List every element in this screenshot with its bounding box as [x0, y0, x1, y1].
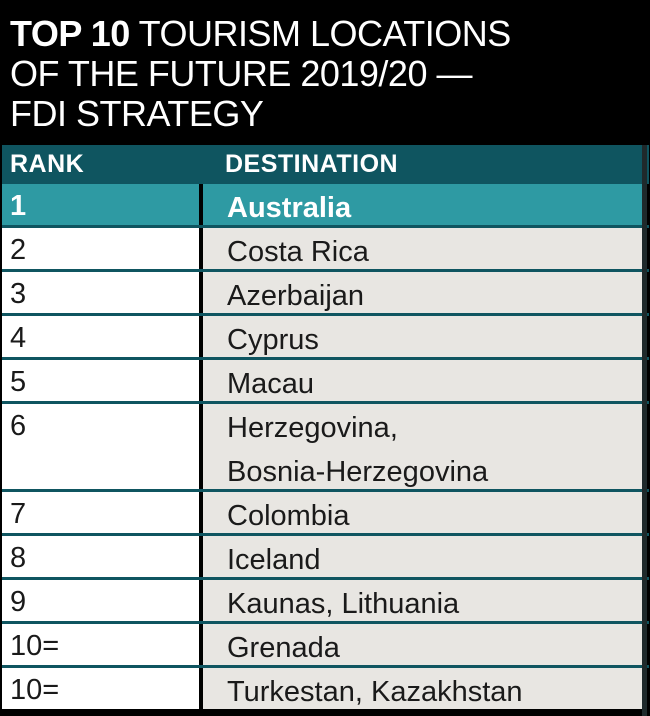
destination-cell: Herzegovina, Bosnia-Herzegovina	[203, 404, 644, 489]
rank-cell: 3	[2, 272, 199, 313]
rank-cell: 10=	[2, 668, 199, 709]
rank-value: 2	[10, 234, 27, 266]
rank-cell: 9	[2, 580, 199, 621]
table-row: 4 Cyprus	[2, 316, 649, 357]
row-divider	[2, 665, 649, 668]
destination-line-1: Azerbaijan	[227, 280, 365, 312]
destination-line-1: Costa Rica	[227, 236, 369, 268]
rank-value: 8	[10, 542, 27, 574]
rank-cell: 8	[2, 536, 199, 577]
destination-line-1: Grenada	[227, 632, 340, 664]
header-destination: DESTINATION	[225, 150, 399, 178]
destination-cell: Cyprus	[203, 316, 644, 357]
rank-value: 6	[10, 410, 27, 442]
rank-cell: 5	[2, 360, 199, 401]
destination-value: Iceland	[227, 538, 638, 582]
destination-cell: Turkestan, Kazakhstan	[203, 668, 644, 709]
destination-value: Cyprus	[227, 318, 638, 362]
rank-cell: 2	[2, 228, 199, 269]
row-divider	[2, 533, 649, 536]
destination-line-1: Turkestan, Kazakhstan	[227, 676, 523, 708]
destination-line-1: Iceland	[227, 544, 321, 576]
rank-value: 10=	[10, 630, 60, 662]
title-bold: TOP 10	[10, 13, 130, 54]
table-row: 2 Costa Rica	[2, 228, 649, 269]
table-row: 5 Macau	[2, 360, 649, 401]
destination-line-1: Macau	[227, 368, 315, 400]
rank-cell: 4	[2, 316, 199, 357]
rank-cell: 10=	[2, 624, 199, 665]
destination-value: Turkestan, Kazakhstan	[227, 670, 638, 714]
ranking-table: RANK DESTINATION 1 Australia 2 Costa Rica 3 A…	[0, 145, 649, 716]
rank-value: 1	[10, 190, 27, 222]
destination-value: Australia	[227, 186, 638, 230]
table-row: 8 Iceland	[2, 536, 649, 577]
table-row: 6 Herzegovina, Bosnia-Herzegovina	[2, 404, 649, 489]
rank-value: 5	[10, 366, 27, 398]
title-line-3: FDI STRATEGY	[10, 93, 264, 134]
table-right-edge	[642, 145, 647, 716]
rank-value: 4	[10, 322, 27, 354]
title-line-1-rest: TOURISM LOCATIONS	[129, 13, 512, 54]
row-divider	[2, 489, 649, 492]
destination-cell: Macau	[203, 360, 644, 401]
row-divider	[2, 313, 649, 316]
table-row: 1 Australia	[2, 184, 649, 225]
destination-line-1: Australia	[227, 192, 352, 224]
table-header: RANK DESTINATION	[2, 145, 649, 184]
destination-value: Kaunas, Lithuania	[227, 582, 638, 626]
destination-cell: Kaunas, Lithuania	[203, 580, 644, 621]
rank-value: 9	[10, 586, 27, 618]
rank-value: 10=	[10, 674, 60, 706]
destination-line-1: Kaunas, Lithuania	[227, 588, 460, 620]
destination-line-2: Bosnia-Herzegovina	[227, 456, 489, 488]
table-row: 10= Grenada	[2, 624, 649, 665]
table-row: 7 Colombia	[2, 492, 649, 533]
row-divider	[2, 577, 649, 580]
table-row: 9 Kaunas, Lithuania	[2, 580, 649, 621]
destination-cell: Costa Rica	[203, 228, 644, 269]
destination-line-1: Cyprus	[227, 324, 319, 356]
destination-cell: Grenada	[203, 624, 644, 665]
destination-line-1: Herzegovina,	[227, 412, 398, 444]
destination-value: Colombia	[227, 494, 638, 538]
destination-value: Herzegovina, Bosnia-Herzegovina	[227, 406, 638, 494]
header-rank: RANK	[10, 150, 85, 178]
destination-value: Azerbaijan	[227, 274, 638, 318]
rank-cell: 6	[2, 404, 199, 489]
destination-value: Grenada	[227, 626, 638, 670]
row-divider	[2, 621, 649, 624]
title-block: TOP 10 TOURISM LOCATIONS OF THE FUTURE 2…	[10, 14, 640, 134]
rank-value: 7	[10, 498, 27, 530]
destination-cell: Iceland	[203, 536, 644, 577]
row-divider	[2, 225, 649, 228]
destination-value: Costa Rica	[227, 230, 638, 274]
row-divider	[2, 269, 649, 272]
rank-cell: 1	[2, 184, 199, 225]
title-line-2: OF THE FUTURE 2019/20 —	[10, 53, 472, 94]
row-divider	[2, 401, 649, 404]
destination-cell: Colombia	[203, 492, 644, 533]
destination-cell: Azerbaijan	[203, 272, 644, 313]
title-line-1: TOP 10 TOURISM LOCATIONS	[10, 14, 640, 54]
row-divider	[2, 357, 649, 360]
rank-value: 3	[10, 278, 27, 310]
table-row: 3 Azerbaijan	[2, 272, 649, 313]
destination-cell: Australia	[203, 184, 644, 225]
rank-cell: 7	[2, 492, 199, 533]
destination-value: Macau	[227, 362, 638, 406]
destination-line-1: Colombia	[227, 500, 350, 532]
table-row: 10= Turkestan, Kazakhstan	[2, 668, 649, 709]
